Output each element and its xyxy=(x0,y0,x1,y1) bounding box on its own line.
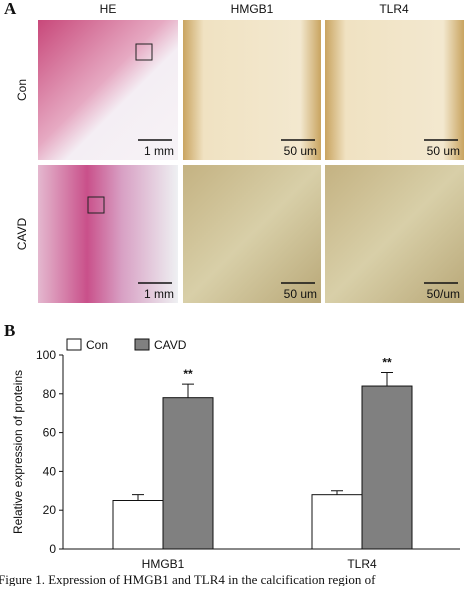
column-label: HE xyxy=(100,2,117,16)
scale-label: 50 um xyxy=(427,144,460,158)
bar xyxy=(361,385,413,550)
y-tick-label: 60 xyxy=(43,426,57,440)
scale-label: 50/um xyxy=(427,287,460,301)
micrograph xyxy=(38,165,178,303)
scale-label: 50 um xyxy=(284,144,317,158)
scale-label: 1 mm xyxy=(144,144,174,158)
panel-label: A xyxy=(4,0,17,18)
y-tick-label: 0 xyxy=(49,542,56,556)
micrograph xyxy=(183,20,321,160)
scale-label: 50 um xyxy=(284,287,317,301)
micrograph xyxy=(325,165,464,303)
micrograph xyxy=(38,20,178,160)
error-bar xyxy=(331,490,343,495)
micrograph xyxy=(183,165,321,303)
y-tick-label: 100 xyxy=(36,348,56,362)
significance: ** xyxy=(183,367,193,381)
column-label: TLR4 xyxy=(379,2,409,16)
legend-swatch xyxy=(134,338,150,351)
y-tick-label: 20 xyxy=(43,503,57,517)
error-bar xyxy=(182,383,194,398)
row-label: CAVD xyxy=(15,217,29,250)
y-tick-label: 80 xyxy=(43,387,57,401)
legend-swatch xyxy=(66,338,82,351)
column-label: HMGB1 xyxy=(231,2,274,16)
y-tick-label: 40 xyxy=(43,464,57,478)
caption: Figure 1. Expression of HMGB1 and TLR4 i… xyxy=(0,572,376,586)
micrographs xyxy=(38,20,464,303)
micrograph xyxy=(325,20,464,160)
scale-label: 1 mm xyxy=(144,287,174,301)
row-label: Con xyxy=(15,79,29,101)
zoom-box xyxy=(135,43,153,61)
error-bar xyxy=(132,494,144,501)
y-axis-label: Relative expression of proteins xyxy=(11,370,25,534)
x-tick-label: TLR4 xyxy=(347,557,377,571)
legend-label: Con xyxy=(86,338,108,352)
bar xyxy=(112,500,164,550)
panel-label: B xyxy=(4,321,15,340)
zoom-box xyxy=(87,196,105,214)
bar xyxy=(162,397,214,550)
legend-label: CAVD xyxy=(154,338,187,352)
x-tick-label: HMGB1 xyxy=(142,557,185,571)
error-bar xyxy=(381,371,393,387)
bar xyxy=(311,494,363,550)
significance: ** xyxy=(382,355,392,369)
